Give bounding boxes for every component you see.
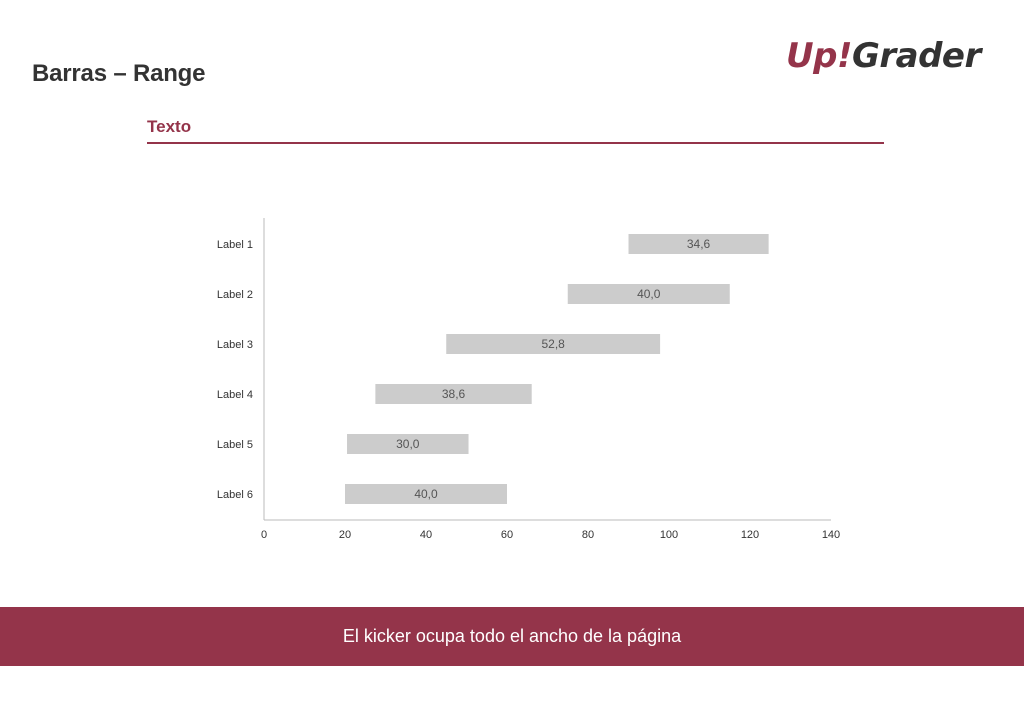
bar-value-label-5: 30,0: [396, 437, 420, 451]
bar-value-label-1: 34,6: [687, 237, 711, 251]
range-bar-2: [567, 284, 730, 304]
logo-up: Up: [786, 36, 837, 76]
category-label-2: Label 2: [217, 289, 253, 301]
page-title: Barras – Range: [32, 60, 206, 87]
upgrader-logo: Up!Grader: [786, 36, 981, 76]
bar-value-label-2: 40,0: [637, 287, 661, 301]
x-tick-label-0: 0: [261, 529, 267, 541]
logo-exclamation: !: [836, 36, 853, 76]
category-label-4: Label 4: [217, 389, 253, 401]
category-label-5: Label 5: [217, 439, 253, 451]
category-label-3: Label 3: [217, 339, 253, 351]
x-tick-label-2: 40: [420, 529, 432, 541]
category-label-1: Label 1: [217, 239, 253, 251]
range-bar-3: [446, 334, 661, 354]
range-bar-1: [628, 234, 769, 254]
kicker-text: El kicker ocupa todo el ancho de la pági…: [342, 626, 682, 646]
section-subtitle: Texto: [147, 117, 192, 136]
range-bar-chart: 0 20 40 60 80 100 120 140 Label 1 34,6 Label 2 40,0…: [217, 218, 840, 541]
logo-grader: Grader: [851, 36, 981, 76]
x-tick-label-5: 100: [660, 529, 678, 541]
x-tick-label-3: 60: [501, 529, 513, 541]
range-bar-5: [347, 434, 469, 454]
bar-value-label-6: 40,0: [414, 487, 438, 501]
category-label-6: Label 6: [217, 489, 253, 501]
subtitle-divider: [147, 142, 884, 144]
x-tick-label-6: 120: [741, 529, 759, 541]
x-tick-label-4: 80: [582, 529, 594, 541]
x-tick-label-1: 20: [339, 529, 351, 541]
range-bar-6: [345, 484, 507, 504]
x-tick-label-7: 140: [822, 529, 840, 541]
bar-value-label-3: 52,8: [541, 337, 565, 351]
range-bar-4: [375, 384, 532, 404]
bar-value-label-4: 38,6: [442, 387, 466, 401]
kicker-banner: El kicker ocupa todo el ancho de la pági…: [0, 607, 1024, 666]
